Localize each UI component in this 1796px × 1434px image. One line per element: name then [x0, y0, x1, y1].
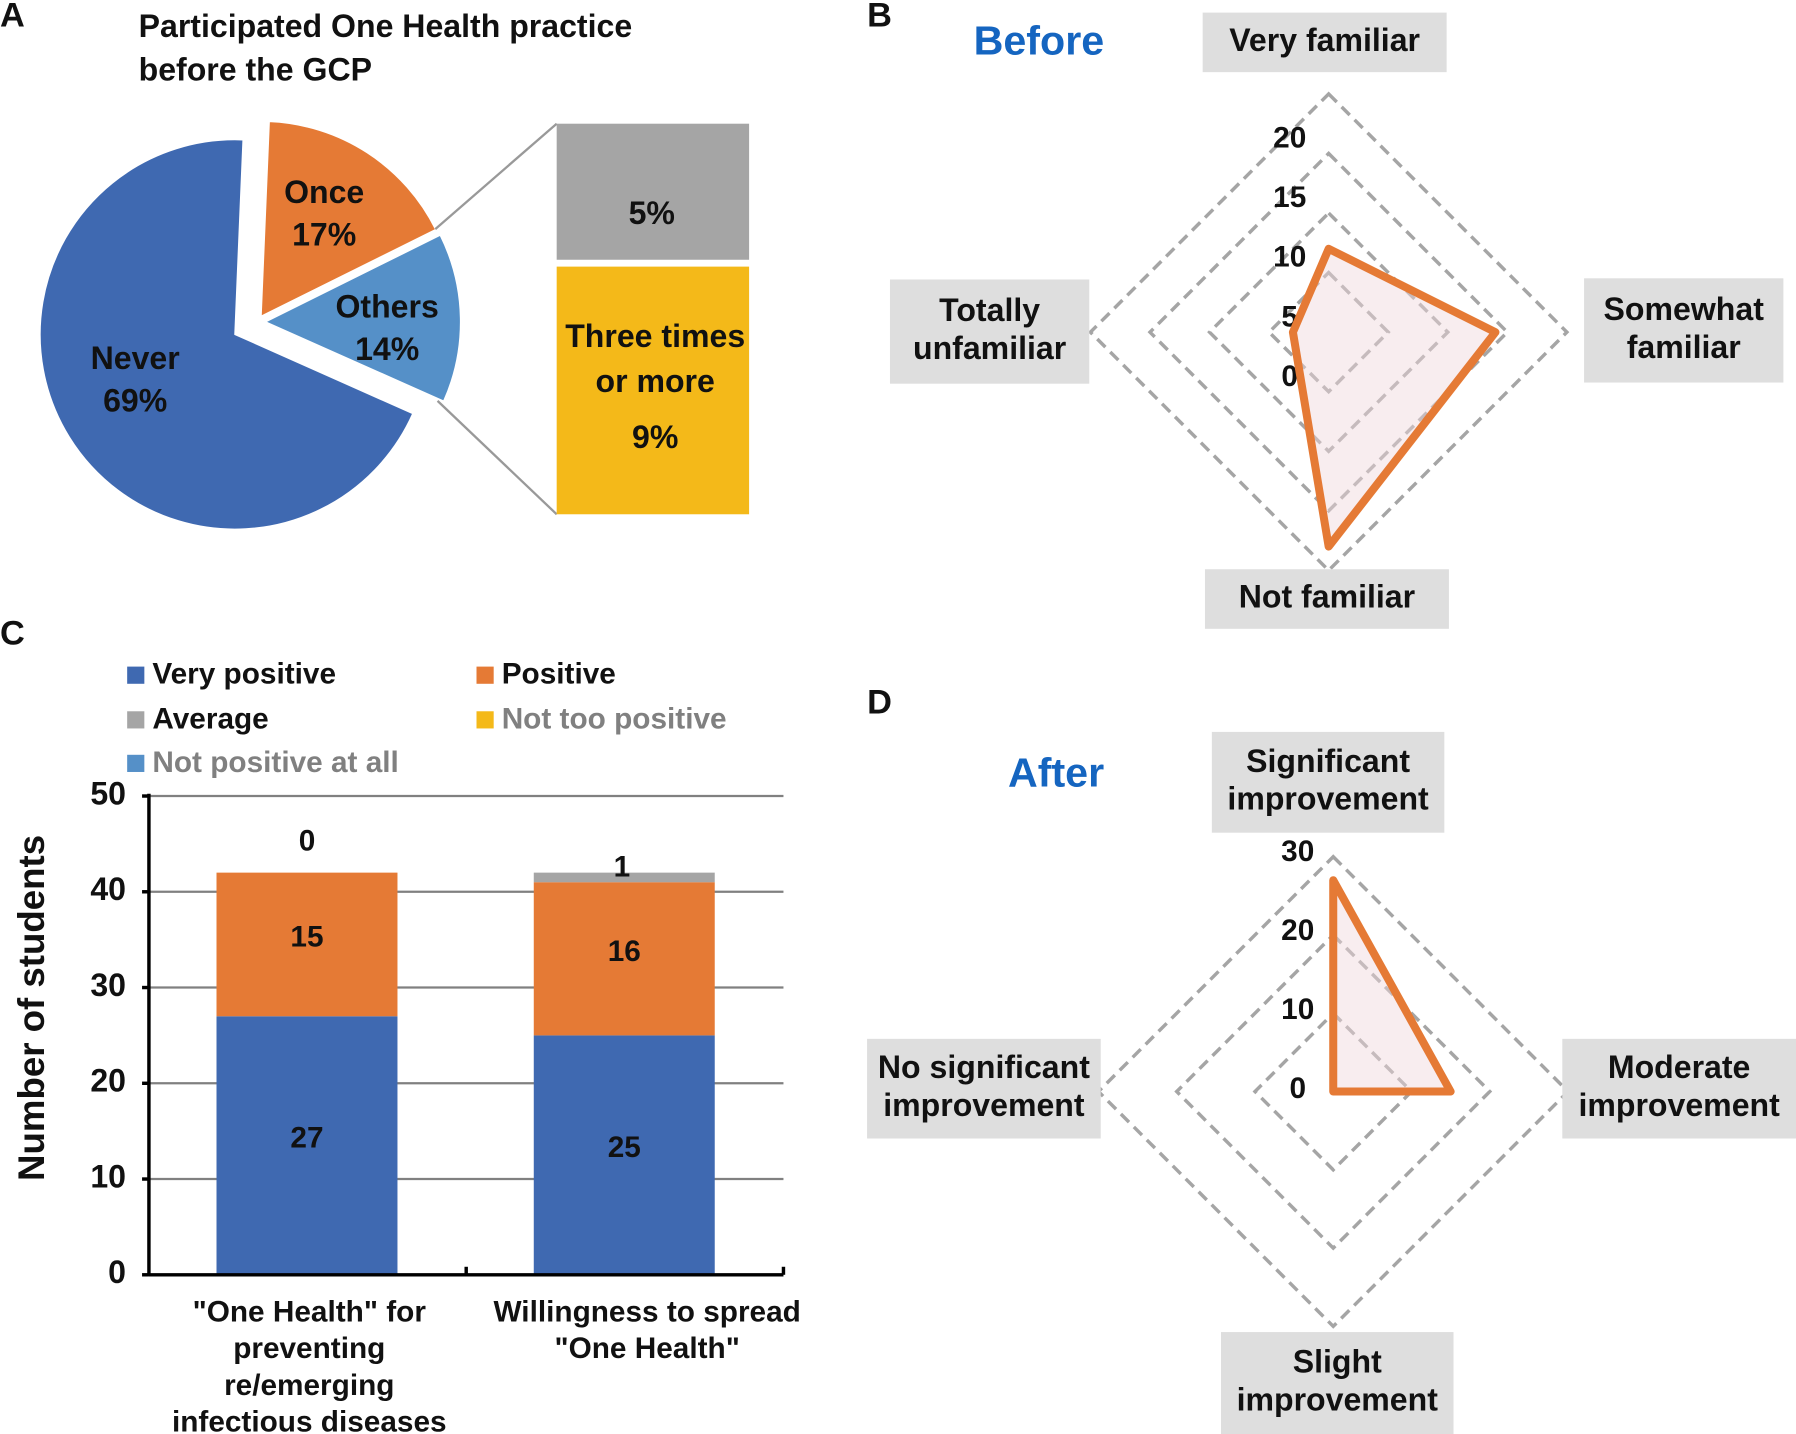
bar-segment-positive	[533, 882, 715, 1036]
radar-gridline	[1174, 932, 1493, 1251]
breakdown-label-name: or more	[595, 363, 714, 399]
category-label: "One Health"	[554, 1332, 739, 1365]
radar-axis-label: improvement	[1237, 1381, 1439, 1417]
radar-axis-label: Slight	[1293, 1344, 1382, 1380]
legend-swatch	[127, 711, 145, 729]
breakdown-label-value: 5%	[629, 195, 675, 231]
radar-axis-label: improvement	[883, 1087, 1085, 1123]
radar-axis-label: familiar	[1627, 329, 1741, 365]
radar-series-polygon	[1288, 244, 1500, 551]
data-label: 27	[290, 1122, 323, 1155]
radar-axis-label-box	[1202, 12, 1447, 73]
radar-axis-label-box	[1562, 1038, 1796, 1139]
y-axis-label: Number of students	[11, 835, 52, 1181]
radar-axis-label-box	[1220, 1332, 1454, 1434]
radar-axis-label: unfamiliar	[913, 330, 1066, 366]
pie-slice-others	[264, 234, 462, 402]
pie-slice-never	[39, 139, 414, 530]
radar-title: Before	[974, 17, 1105, 63]
pie-label-name: Never	[91, 340, 180, 376]
legend-swatch	[127, 666, 145, 684]
bar-segment-very-positive	[216, 1016, 398, 1275]
radar-tick-label: 15	[1273, 181, 1306, 214]
data-label: 25	[608, 1131, 641, 1164]
breakdown-bar-1	[556, 266, 750, 515]
radar-tick-label: 0	[1289, 1072, 1306, 1105]
radar-tick-label: 10	[1273, 241, 1306, 274]
breakdown-bar-0	[556, 123, 750, 260]
pie-label-name: Once	[284, 174, 364, 210]
radar-gridline	[1266, 270, 1391, 395]
radar-gridline	[1096, 854, 1571, 1329]
y-tick-label: 10	[90, 1159, 126, 1195]
pie-label-name: Others	[335, 289, 438, 325]
y-tick-label: 0	[108, 1254, 126, 1290]
radar-tick-label: 10	[1281, 993, 1314, 1026]
legend-label: Very positive	[152, 658, 336, 691]
legend-label: Positive	[502, 658, 616, 691]
category-label: infectious diseases	[172, 1406, 447, 1434]
radar-gridline	[1087, 91, 1570, 573]
legend-swatch	[476, 711, 494, 729]
radar-axis-label-box	[889, 279, 1090, 384]
legend-swatch	[476, 666, 494, 684]
radar-tick-label: 0	[1281, 360, 1298, 393]
radar-axis-label: Not familiar	[1239, 578, 1415, 614]
radar-gridline	[1252, 1010, 1414, 1173]
category-label: re/emerging	[224, 1369, 394, 1402]
panel-letter-d: D	[867, 683, 892, 721]
pie-label-value: 69%	[103, 383, 167, 419]
bar-segment-positive	[216, 872, 398, 1017]
radar-axis-label: Very familiar	[1229, 22, 1420, 58]
radar-axis-label: Somewhat	[1604, 291, 1765, 327]
radar-axis-label-box	[1584, 278, 1784, 383]
radar-axis-label: Significant	[1246, 743, 1410, 779]
category-label: "One Health" for	[193, 1296, 427, 1329]
y-tick-label: 50	[90, 775, 126, 811]
data-label: 1	[614, 850, 631, 883]
radar-axis-label-box	[1211, 731, 1445, 833]
bar-segment-average	[533, 872, 715, 883]
data-label: 0	[299, 825, 316, 858]
y-tick-label: 20	[90, 1063, 126, 1099]
radar-axis-label: Moderate	[1608, 1049, 1751, 1085]
category-label: Willingness to spread	[493, 1296, 800, 1329]
pie-label-value: 17%	[292, 217, 356, 253]
data-label: 15	[290, 921, 323, 954]
radar-axis-label-box	[1204, 569, 1449, 629]
legend-label: Average	[152, 702, 268, 735]
panel-letter-a: A	[0, 0, 25, 34]
y-tick-label: 40	[90, 871, 126, 907]
radar-tick-label: 20	[1273, 122, 1306, 155]
data-label: 16	[608, 935, 641, 968]
pie-title: before the GCP	[139, 52, 372, 88]
breakdown-label-value: 9%	[632, 419, 678, 455]
pie-label-value: 14%	[355, 331, 419, 367]
legend-swatch	[127, 754, 145, 772]
radar-axis-label: Totally	[939, 292, 1040, 328]
radar-title: After	[1008, 749, 1104, 795]
radar-axis-label: improvement	[1227, 781, 1429, 817]
bar-segment-very-positive	[533, 1035, 715, 1275]
radar-series-polygon	[1329, 876, 1455, 1096]
connector-line	[434, 122, 558, 230]
radar-axis-label-box	[867, 1038, 1101, 1139]
pie-title: Participated One Health practice	[139, 8, 633, 44]
radar-axis-label: No significant	[878, 1049, 1090, 1085]
radar-tick-label: 20	[1281, 914, 1314, 947]
legend-label: Not too positive	[502, 702, 727, 735]
radar-gridline	[1147, 151, 1510, 514]
connector-line	[436, 400, 558, 516]
breakdown-label-name: Three times	[565, 318, 745, 354]
category-label: preventing	[233, 1332, 385, 1365]
y-tick-label: 30	[90, 967, 126, 1003]
panel-letter-c: C	[0, 615, 25, 653]
pie-slice-once	[260, 120, 437, 318]
panel-letter-b: B	[867, 0, 892, 34]
radar-tick-label: 30	[1281, 835, 1314, 868]
legend-label: Not positive at all	[152, 746, 398, 779]
radar-axis-label: improvement	[1578, 1087, 1780, 1123]
